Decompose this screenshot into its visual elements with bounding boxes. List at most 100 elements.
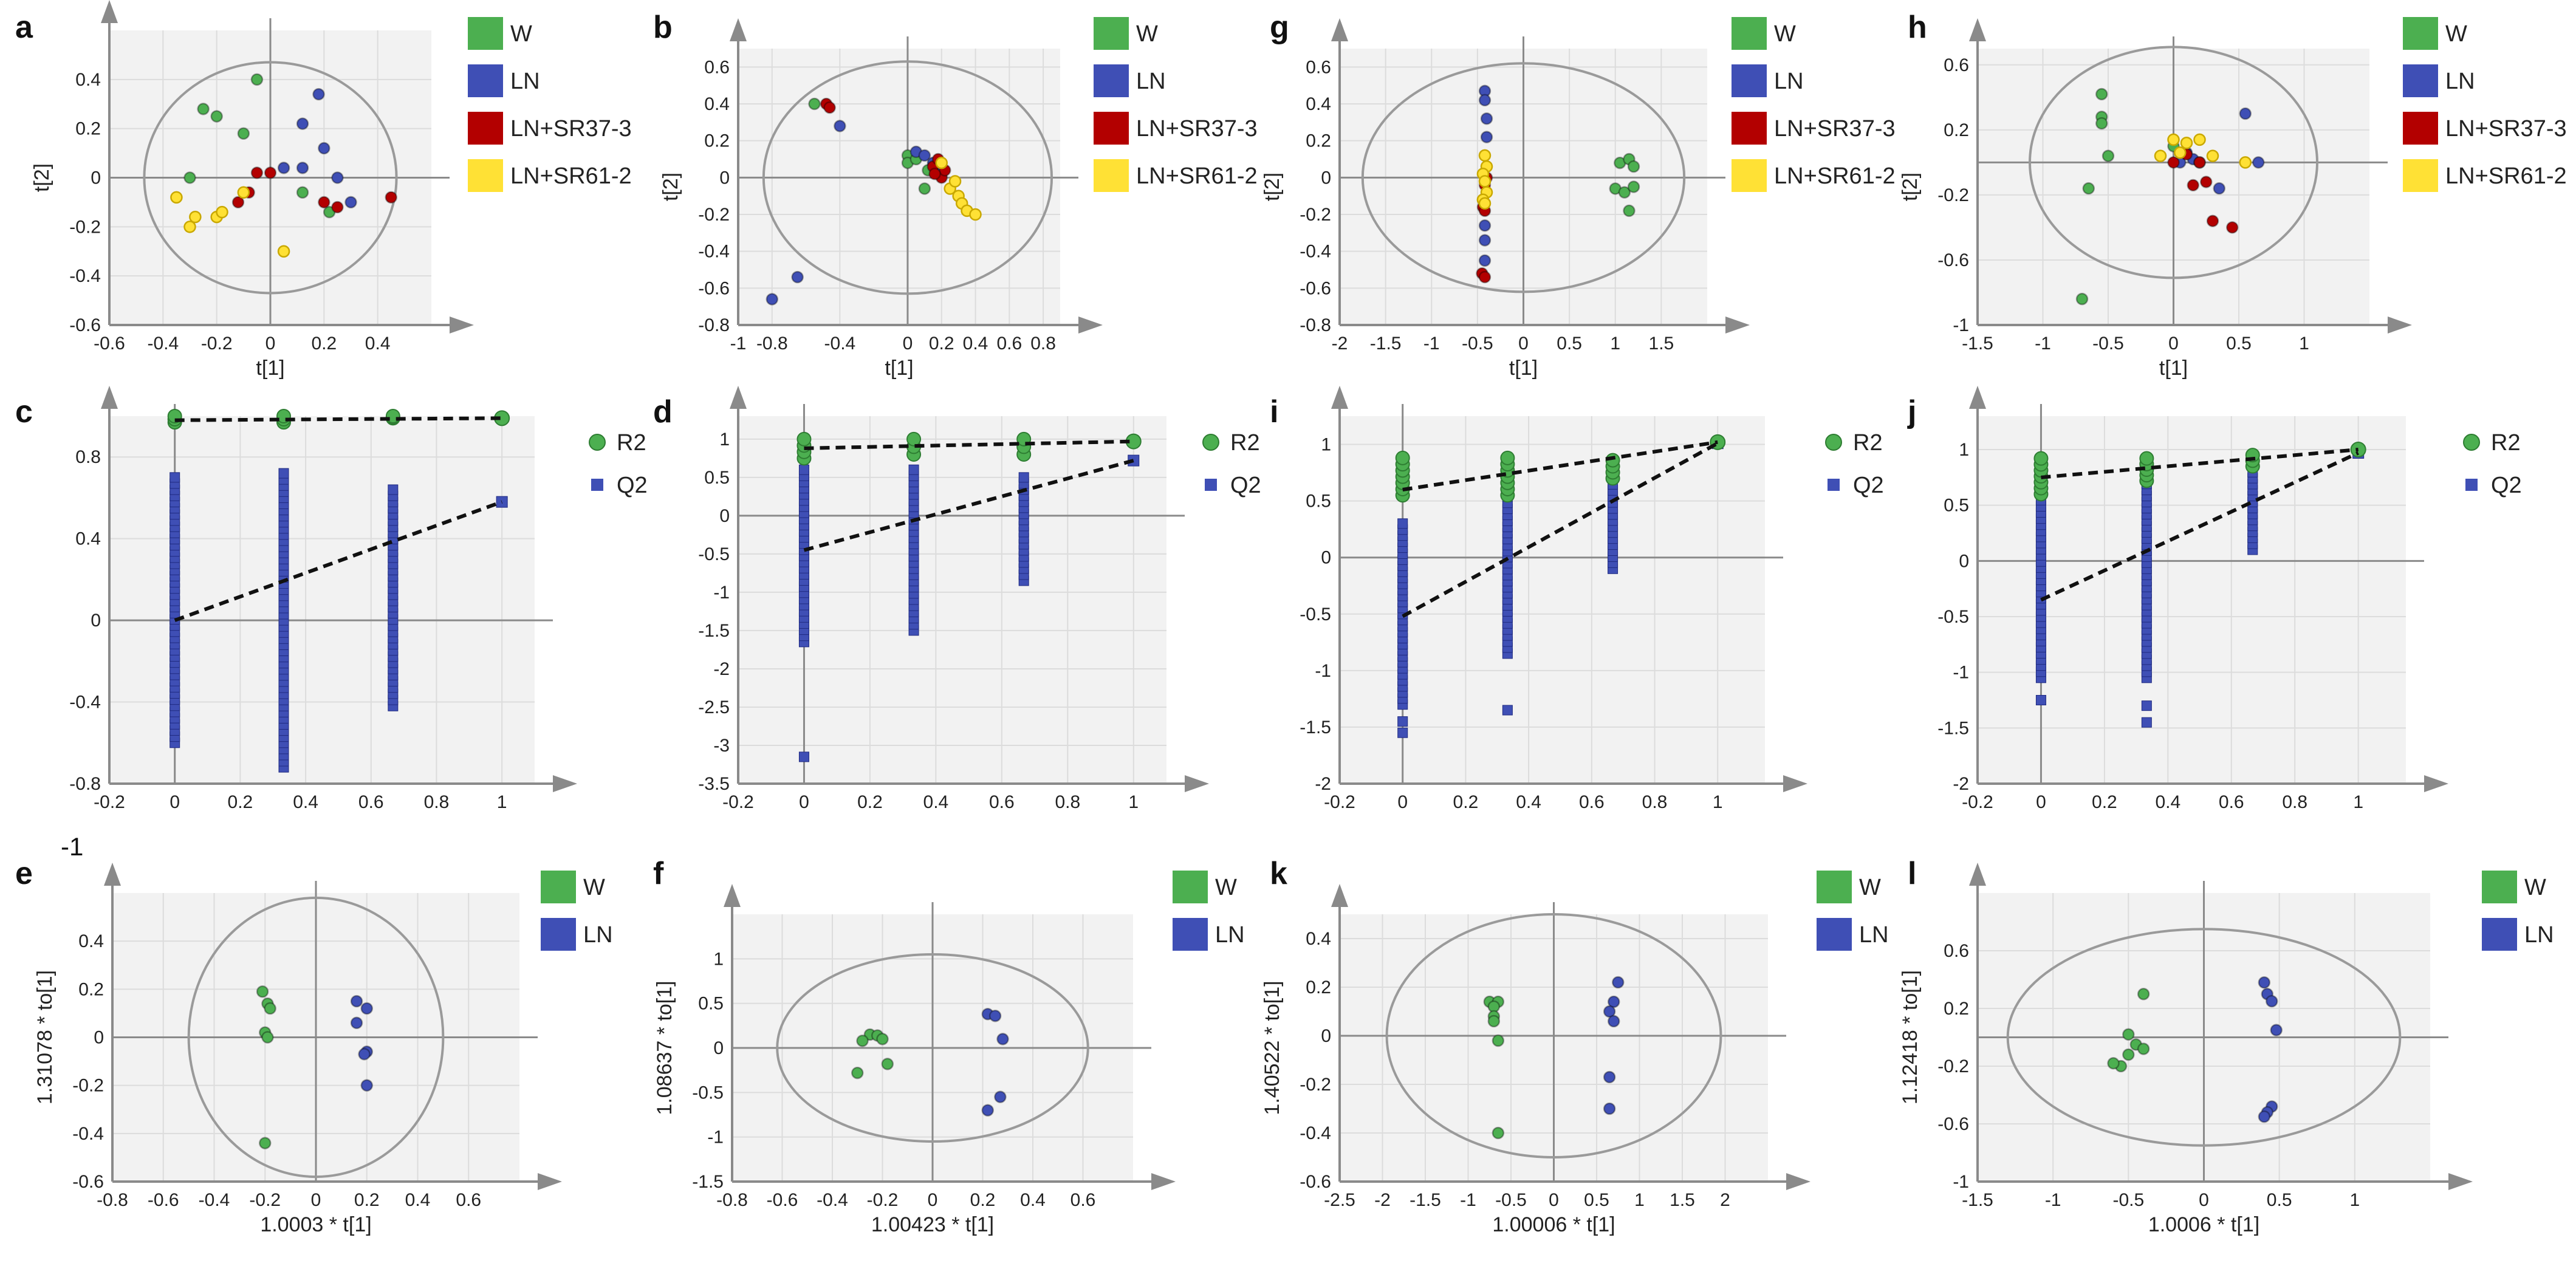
y-axis-arrow xyxy=(724,884,741,907)
data-point-w xyxy=(2095,117,2108,130)
data-point-ln xyxy=(1478,94,1492,107)
r2-regression-line xyxy=(1402,440,1718,491)
x-axis-arrow xyxy=(450,317,474,334)
legend-swatch-ln-sr37-3 xyxy=(1732,112,1767,145)
y-tick-label: -1.5 xyxy=(698,621,730,641)
legend: W LN xyxy=(1817,871,1889,951)
data-point-ln-sr61-2 xyxy=(2174,146,2187,159)
r2-point xyxy=(1500,450,1515,465)
y-axis-arrow xyxy=(1969,386,1986,409)
x-tick-label: 0.8 xyxy=(2282,792,2307,812)
x-tick-label: 0.2 xyxy=(311,334,337,354)
y-axis-title: 1.12418 * to[1] xyxy=(1899,970,1922,1104)
hotelling-ellipse xyxy=(2006,928,2402,1147)
x-tick-label: -0.5 xyxy=(1462,334,1493,354)
y-tick-label: -0.5 xyxy=(692,1083,724,1103)
data-point-w xyxy=(1492,1034,1505,1047)
y-tick-label: 0 xyxy=(91,611,101,631)
y-tick-label: -0.4 xyxy=(1300,242,1331,262)
y-tick-label: 0.6 xyxy=(1944,55,1969,75)
data-point-w xyxy=(183,171,196,184)
panel-b: -1 -0.8 -0.4 0 0.2 0.4 0.6 0.8-0.8-0.6-0.4-0.20… xyxy=(653,10,1258,380)
legend-swatch-ln xyxy=(541,918,576,951)
x-tick-label: 0 xyxy=(311,1190,321,1210)
data-point-ln-sr61-2 xyxy=(1478,197,1492,210)
x-tick-label: -0.6 xyxy=(148,1190,179,1210)
x-axis-arrow xyxy=(1786,1173,1810,1190)
q2-point xyxy=(278,468,289,479)
x-tick-label: -0.5 xyxy=(2112,1190,2144,1210)
legend-swatch-ln-sr37-3 xyxy=(468,112,503,145)
data-point-ln-sr37-3 xyxy=(231,196,245,209)
legend-swatch-w xyxy=(2403,17,2438,50)
q2-regression-line xyxy=(1402,442,1719,618)
q2-point xyxy=(798,464,809,475)
legend: W LN LN+SR37-3 LN+SR61-2 xyxy=(1732,17,1896,192)
data-point-ln-sr37-3 xyxy=(2206,214,2219,227)
legend-label: Q2 xyxy=(2491,473,2522,498)
legend-label: LN xyxy=(1774,69,1804,94)
legend-label: Q2 xyxy=(1230,473,1261,498)
x-tick-label: 0.2 xyxy=(970,1190,996,1210)
legend: W LN LN+SR37-3 LN+SR61-2 xyxy=(2403,17,2567,192)
data-point-w xyxy=(851,1066,864,1080)
legend-label: R2 xyxy=(1230,430,1260,456)
y-tick-label: 0 xyxy=(719,168,730,188)
y-tick-label: -0.2 xyxy=(69,217,101,237)
y-tick-label: -1.5 xyxy=(1937,718,1969,738)
data-point-ln-sr61-2 xyxy=(237,186,250,199)
panel-label: g xyxy=(1270,10,1289,45)
y-tick-label: -1.5 xyxy=(1300,717,1331,738)
y-tick-label: -0.5 xyxy=(698,544,730,564)
data-point-ln-sr37-3 xyxy=(2226,221,2239,234)
x-axis-title: 1.00006 * t[1] xyxy=(1492,1213,1615,1236)
y-tick-label: -0.4 xyxy=(69,266,101,286)
y-tick-label: -0.8 xyxy=(1300,315,1331,335)
legend-label: W xyxy=(1859,875,1881,900)
x-tick-label: 0.4 xyxy=(365,334,391,354)
x-tick-label: -0.4 xyxy=(199,1190,230,1210)
y-tick-label: -2 xyxy=(713,659,730,679)
legend-swatch-w xyxy=(468,17,503,50)
data-point-w xyxy=(876,1033,889,1046)
panel-i: -0.2 0 0.2 0.4 0.6 0.8 1 -2 -1.5 -1 -0.5 0 0.5 1 i R2 Q2 xyxy=(1270,386,1884,812)
y-tick-label: 0.6 xyxy=(1306,57,1331,77)
x-tick-label: 0.8 xyxy=(424,792,450,812)
y-axis-title: 1.40522 * to[1] xyxy=(1261,981,1284,1115)
x-tick-label: 0 xyxy=(2168,334,2179,354)
y-tick-label: 0.6 xyxy=(704,57,730,77)
data-point-w xyxy=(808,97,821,111)
data-point-ln xyxy=(2258,1110,2271,1123)
data-point-ln xyxy=(358,1047,371,1061)
x-tick-label: -1.5 xyxy=(1962,334,1993,354)
y-axis-title: 1.08637 * to[1] xyxy=(653,981,676,1115)
y-tick-label: 0.8 xyxy=(75,447,101,467)
legend: R2 Q2 xyxy=(1825,430,1884,498)
data-point-ln xyxy=(988,1009,1002,1022)
legend-label: LN+SR61-2 xyxy=(510,163,632,189)
x-tick-label: 1 xyxy=(497,792,507,812)
legend-label: LN+SR37-3 xyxy=(510,116,632,142)
data-point-ln-sr61-2 xyxy=(170,191,183,204)
y-axis-arrow xyxy=(1331,884,1348,907)
data-point-ln-sr37-3 xyxy=(318,196,331,209)
data-point-ln-sr61-2 xyxy=(183,221,196,233)
data-point-ln-sr61-2 xyxy=(969,208,982,221)
q2-regression-line xyxy=(2040,451,2359,602)
legend-label: W xyxy=(1136,21,1158,47)
data-point-ln-sr37-3 xyxy=(331,200,344,214)
legend-label: W xyxy=(2524,875,2546,900)
x-tick-label: -0.2 xyxy=(722,792,754,812)
x-tick-label: 0.2 xyxy=(228,792,253,812)
data-point-ln xyxy=(350,1016,363,1029)
x-tick-label: -0.2 xyxy=(249,1190,281,1210)
data-point-ln xyxy=(1612,976,1625,989)
data-point-ln xyxy=(1480,131,1493,143)
y-tick-label: -0.4 xyxy=(698,242,730,262)
x-tick-label: 1 xyxy=(2299,334,2309,354)
data-point-ln xyxy=(996,1033,1009,1046)
data-point-ln xyxy=(1478,219,1492,232)
y-tick-label: -0.2 xyxy=(698,205,730,225)
legend-label: LN+SR37-3 xyxy=(1774,116,1896,142)
data-point-w xyxy=(918,182,931,195)
